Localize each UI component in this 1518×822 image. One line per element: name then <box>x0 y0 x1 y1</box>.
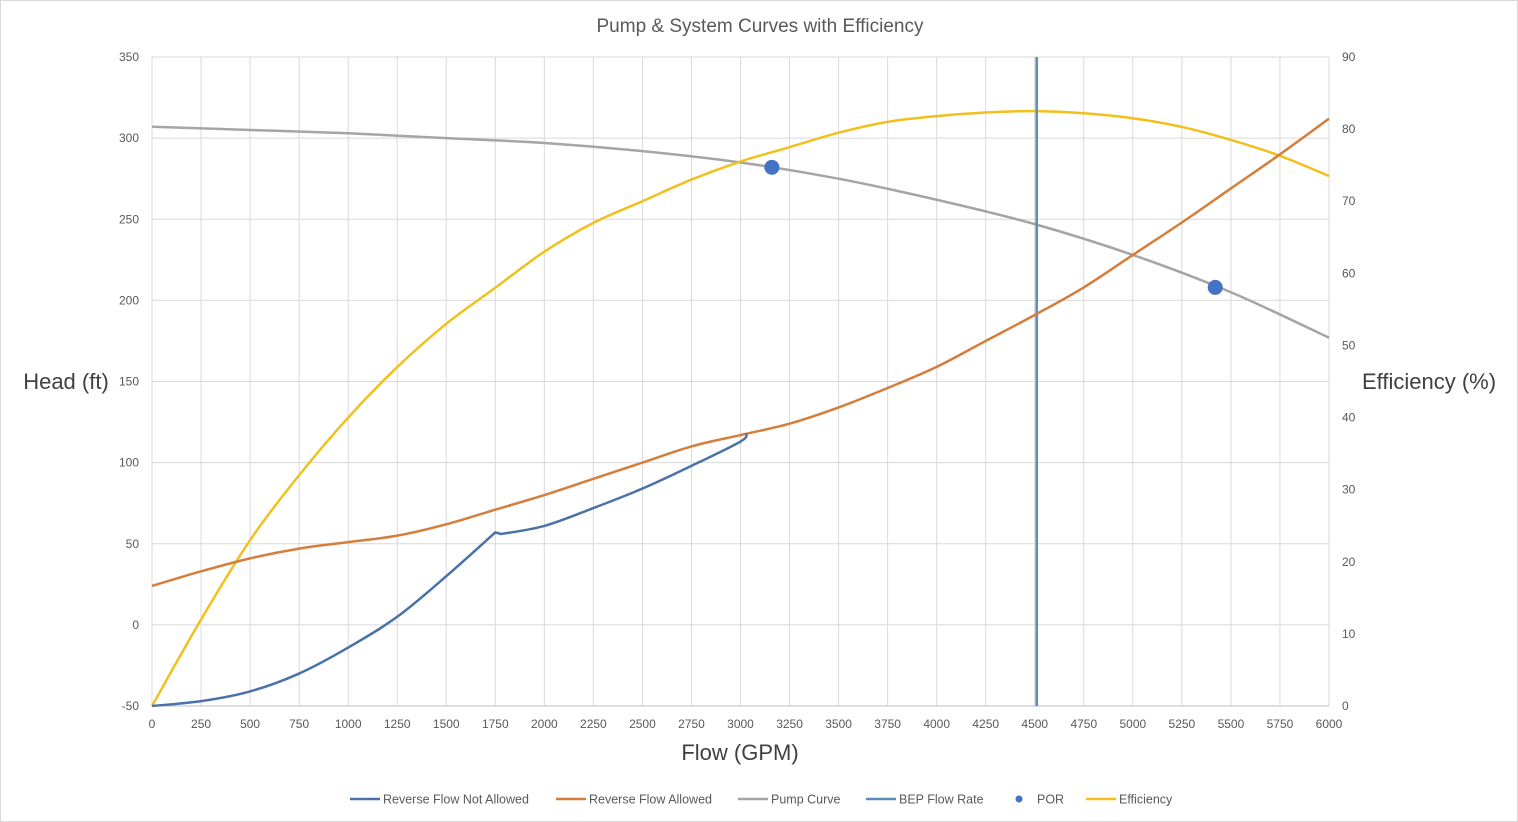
legend-por-label: POR <box>1037 793 1064 807</box>
x-tick-label: 3000 <box>727 717 754 731</box>
x-tick-label: 5500 <box>1218 717 1245 731</box>
y-tick-label: 150 <box>119 375 139 389</box>
y2-tick-labels: 0 10 20 30 40 50 60 70 80 90 <box>1342 50 1356 713</box>
chart-title: Pump & System Curves with Efficiency <box>597 16 924 37</box>
legend-reverse-flow-not-allowed-label: Reverse Flow Not Allowed <box>383 793 529 807</box>
series-layer <box>150 57 1330 708</box>
y-tick-label: 350 <box>119 50 139 64</box>
y2-axis-title: Efficiency (%) <box>1362 369 1496 394</box>
x-tick-label: 250 <box>191 717 211 731</box>
y2-tick-label: 50 <box>1342 338 1356 352</box>
legend-bep-flow-rate-label: BEP Flow Rate <box>899 793 984 807</box>
legend-efficiency-label: Efficiency <box>1119 793 1173 807</box>
y2-tick-label: 70 <box>1342 194 1356 208</box>
x-tick-label: 6000 <box>1316 717 1343 731</box>
x-tick-label: 1500 <box>433 717 460 731</box>
y2-tick-label: 90 <box>1342 50 1356 64</box>
y2-tick-label: 60 <box>1342 266 1356 280</box>
x-tick-label: 0 <box>149 717 156 731</box>
x-tick-label: 750 <box>289 717 309 731</box>
series-reverse-flow-allowed-line <box>151 117 1330 588</box>
x-tick-label: 2750 <box>678 717 705 731</box>
x-tick-label: 4750 <box>1070 717 1097 731</box>
series-efficiency-line <box>150 109 1330 707</box>
y-tick-label: 50 <box>126 537 140 551</box>
x-tick-label: 3750 <box>874 717 901 731</box>
por-point <box>764 159 780 175</box>
x-tick-label: 5000 <box>1119 717 1146 731</box>
x-tick-label: 1250 <box>384 717 411 731</box>
series-reverse-flow-not-allowed-line <box>151 432 748 708</box>
y-tick-label: -50 <box>122 699 140 713</box>
legend-por-marker <box>1015 795 1023 803</box>
y-tick-label: 300 <box>119 131 139 145</box>
y2-tick-label: 0 <box>1342 699 1349 713</box>
legend: Reverse Flow Not Allowed Reverse Flow All… <box>350 793 1173 807</box>
y-tick-label: 0 <box>132 618 139 632</box>
y2-tick-label: 20 <box>1342 555 1356 569</box>
x-tick-label: 3250 <box>776 717 803 731</box>
y2-tick-label: 80 <box>1342 122 1356 136</box>
x-tick-label: 3500 <box>825 717 852 731</box>
por-point <box>1207 279 1223 295</box>
gridlines <box>151 56 1330 707</box>
y2-tick-label: 30 <box>1342 483 1356 497</box>
y2-tick-label: 40 <box>1342 411 1356 425</box>
series-pump-curve-line <box>151 125 1330 339</box>
y-tick-label: 100 <box>119 456 139 470</box>
x-tick-label: 1750 <box>482 717 509 731</box>
y-tick-label: 200 <box>119 293 139 307</box>
x-tick-label: 2500 <box>629 717 656 731</box>
x-tick-label: 2250 <box>580 717 607 731</box>
legend-reverse-flow-allowed-label: Reverse Flow Allowed <box>589 793 712 807</box>
x-axis-title: Flow (GPM) <box>681 740 798 765</box>
y-tick-label: 250 <box>119 212 139 226</box>
x-tick-label: 5750 <box>1267 717 1294 731</box>
legend-pump-curve-label: Pump Curve <box>771 793 841 807</box>
y2-tick-label: 10 <box>1342 627 1356 641</box>
x-tick-label: 5250 <box>1169 717 1196 731</box>
y-axis-title: Head (ft) <box>23 369 109 394</box>
x-tick-labels: 0 250 500 750 1000 1250 1500 1750 2000 2250 2500 27… <box>149 717 1343 731</box>
x-tick-label: 4500 <box>1021 717 1048 731</box>
x-tick-label: 2000 <box>531 717 558 731</box>
x-tick-label: 4250 <box>972 717 999 731</box>
x-tick-label: 4000 <box>923 717 950 731</box>
y-tick-labels: -50 0 50 100 150 200 250 300 350 <box>119 50 139 713</box>
x-tick-label: 1000 <box>335 717 362 731</box>
x-tick-label: 500 <box>240 717 260 731</box>
